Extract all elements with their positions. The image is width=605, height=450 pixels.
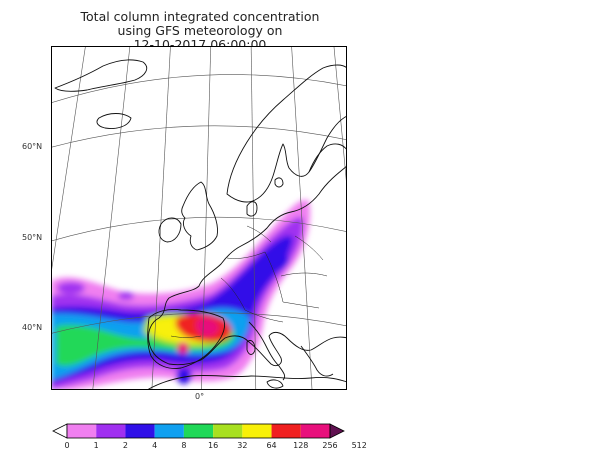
colorbar-segment-2 xyxy=(96,424,126,438)
colorbar-extend-low xyxy=(52,423,68,439)
parallel-70N xyxy=(51,74,347,104)
coast-denmark xyxy=(246,201,258,217)
plume-hotspot-south xyxy=(177,342,189,354)
colorbar-segment-6 xyxy=(213,424,243,438)
coast-finland xyxy=(308,143,347,173)
concentration-plume xyxy=(51,199,311,390)
colorbar-label: 4 xyxy=(152,441,158,450)
coastlines xyxy=(54,59,347,390)
meridian-west-10 xyxy=(151,46,171,390)
colorbar-extend-high xyxy=(329,423,345,439)
colorbar-label: 256 xyxy=(322,441,338,450)
parallel-60N xyxy=(51,125,347,148)
concentration-map xyxy=(51,46,347,390)
plume-patch-africa xyxy=(176,368,192,384)
parallel-50N xyxy=(51,216,347,242)
colorbar-label: 8 xyxy=(181,441,187,450)
map-title-line-1: Total column integrated concentration xyxy=(80,9,320,24)
coast-italy xyxy=(248,321,286,381)
meridian-east-20 xyxy=(291,46,313,390)
plume-wisp-atlantic-2 xyxy=(118,292,134,300)
colorbar-frame xyxy=(66,423,331,439)
lat-label-50n: 50°N xyxy=(22,233,43,242)
colorbar-label: 16 xyxy=(208,441,219,450)
colorbar-label: 0 xyxy=(64,441,70,450)
colorbar-segment-5 xyxy=(183,424,214,438)
parallel-40N xyxy=(51,312,347,334)
coast-great-britain xyxy=(181,181,218,251)
colorbar-segment-1 xyxy=(67,424,97,438)
colorbar-label: 1 xyxy=(93,441,99,450)
meridian-0 xyxy=(201,46,212,390)
lat-label-60n: 60°N xyxy=(22,142,43,151)
colorbar-label: 128 xyxy=(293,441,309,450)
map-frame xyxy=(51,46,347,390)
coast-sardinia xyxy=(246,339,256,355)
plume-wisp-atlantic xyxy=(57,282,85,294)
coast-continent xyxy=(148,165,347,367)
colorbar-label: 64 xyxy=(266,441,277,450)
coast-iberia xyxy=(147,309,226,369)
colorbar-segment-7 xyxy=(242,424,272,438)
coast-sicily xyxy=(266,379,284,389)
colorbar-label: 512 xyxy=(351,441,367,450)
lon-label-0: 0° xyxy=(195,392,205,401)
coast-north-africa xyxy=(146,374,347,390)
coast-greenland xyxy=(54,59,148,92)
coast-ireland xyxy=(158,217,182,243)
map-title-line-2: using GFS meteorology on xyxy=(117,23,283,38)
meridian-west-30 xyxy=(51,46,86,276)
colorbar-segment-4 xyxy=(154,424,184,438)
country-borders xyxy=(170,225,328,338)
coast-baltic xyxy=(274,177,284,188)
colorbar-segment-3 xyxy=(125,424,155,438)
colorbar-label: 32 xyxy=(237,441,248,450)
colorbar-segment-9 xyxy=(300,424,330,438)
colorbar-segment-8 xyxy=(271,424,301,438)
meridian-west-20 xyxy=(92,46,131,390)
graticule xyxy=(51,46,347,390)
plume-level-256 xyxy=(195,318,219,337)
colorbar-label: 2 xyxy=(122,441,128,450)
coast-balkans xyxy=(300,345,334,377)
meridian-east-30 xyxy=(333,46,347,192)
meridian-east-10 xyxy=(250,46,257,390)
coast-iceland xyxy=(96,113,132,129)
lat-label-40n: 40°N xyxy=(22,323,43,332)
